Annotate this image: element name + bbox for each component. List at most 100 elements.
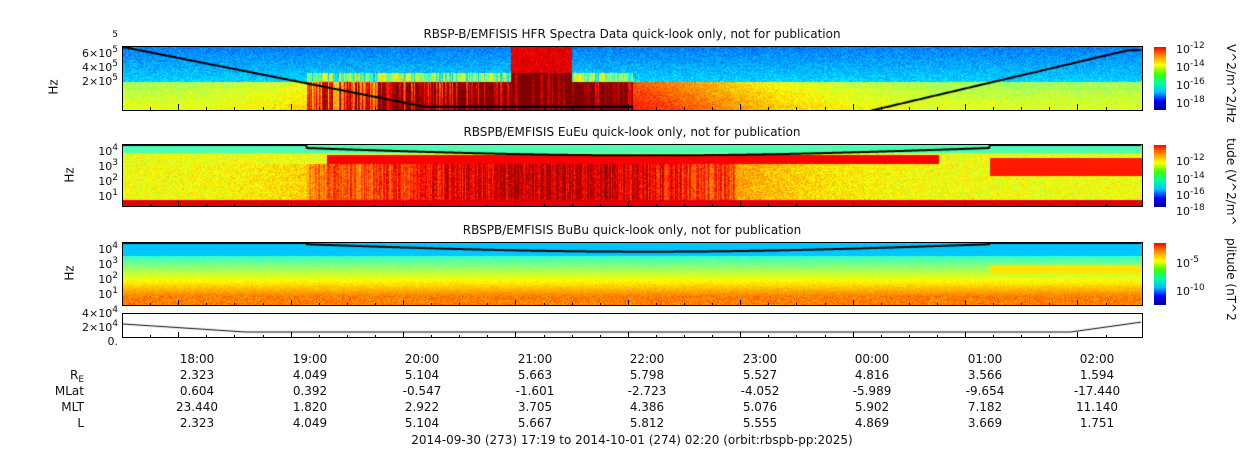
x-minor-tick [627,332,629,338]
x-minor-tick [150,303,152,306]
p1-ytick-2: 2×105 [82,73,118,88]
x-minor-tick [1049,204,1051,207]
x-minor-tick [571,204,573,207]
colorbar-tick-exp: -18 [1190,95,1205,105]
eueu-colorbar [1154,145,1166,207]
colorbar-tick: 10-16 [1176,187,1205,202]
x-minor-tick [908,107,910,110]
colorbar-tick: 10-18 [1176,203,1205,218]
time-range-footer: 2014-09-30 (273) 17:19 to 2014-10-01 (27… [411,433,853,447]
x-minor-tick [712,335,714,338]
panel1-ylabel: Hz [46,79,61,95]
x-minor-tick [824,303,826,306]
x-minor-tick [318,335,320,338]
ephemeris-value: 2.323 [179,368,215,382]
x-minor-tick [290,300,292,306]
ephemeris-label-mlat: MLat [55,384,84,398]
x-minor-tick [1021,303,1023,306]
x-minor-tick [740,332,742,338]
x-minor-tick [936,204,938,207]
x-minor-tick [655,303,657,306]
colorbar-tick-exp: -5 [1190,255,1199,265]
x-minor-tick [1077,300,1079,306]
x-minor-tick [768,107,770,110]
x-minor-tick [965,104,966,110]
panel3-title: RBSPB/EMFISIS BuBu quick-look only, not … [462,223,802,237]
x-minor-tick [712,107,714,110]
ephemeris-value: 23.440 [176,400,218,414]
ytick-mantissa: 4×10 [82,307,113,320]
x-minor-tick [655,335,657,338]
x-tick-label: 01:00 [967,352,1003,366]
small-line-panel [122,313,1143,338]
x-minor-tick [1021,107,1023,110]
x-minor-tick [543,204,545,207]
p1-ytick-0: 6×105 [82,45,118,60]
x-minor-tick [1049,303,1051,306]
x-minor-tick [515,104,517,110]
x-minor-tick [1105,335,1107,338]
ytick-exp: 2 [112,173,118,183]
x-minor-tick [178,201,180,207]
ytick-mantissa: 0. [107,335,119,348]
ytick-exp: 4 [112,319,118,329]
x-minor-tick [993,107,995,110]
x-minor-tick [712,204,714,207]
x-minor-tick [936,107,938,110]
x-minor-tick [431,335,433,338]
ephemeris-label-text: MLT [61,400,84,414]
x-minor-tick [374,204,376,207]
colorbar-tick: 10-12 [1176,153,1205,168]
p3-ytick-0: 104 [98,241,118,256]
colorbar-tick: 10-12 [1176,41,1205,56]
x-minor-tick [1105,303,1107,306]
ephemeris-value: -2.723 [627,384,667,398]
ephemeris-value: 4.049 [292,416,328,430]
x-minor-tick [150,335,152,338]
ephemeris-value: 4.869 [854,416,890,430]
ephemeris-label-mlt: MLT [61,400,84,414]
ephemeris-value: 1.594 [1079,368,1115,382]
x-minor-tick [234,204,236,207]
ytick-exp: 4 [112,143,118,153]
x-minor-tick [318,204,320,207]
bubu-colorbar [1154,243,1166,305]
colorbar-tick: 10-16 [1176,77,1205,92]
x-minor-tick [543,335,545,338]
x-minor-tick [374,107,376,110]
x-minor-tick [403,104,404,110]
x-minor-tick [515,201,517,207]
hfr-colorbar-label: V^2/m^2/Hz [1224,44,1238,123]
x-minor-tick [908,335,910,338]
ephemeris-value: 1.751 [1079,416,1115,430]
ephemeris-value: 0.392 [292,384,328,398]
x-minor-tick [824,204,826,207]
colorbar-tick-exp: -16 [1190,77,1205,87]
ephemeris-value: 2.323 [179,416,215,430]
bubu-colorbar-label: plitude (nT^2 [1224,238,1238,321]
x-minor-tick [1105,107,1107,110]
x-minor-tick [122,303,123,306]
x-minor-tick [571,303,573,306]
x-minor-tick [993,335,995,338]
p4-ytick-2: 0. [108,336,119,348]
ephemeris-value: 0.604 [179,384,215,398]
x-minor-tick [740,201,742,207]
x-minor-tick [290,332,292,338]
x-minor-tick [206,335,208,338]
p4-ytick-1: 2×104 [82,319,118,334]
panel2-title: RBSPB/EMFISIS EuEu quick-look only, not … [463,125,801,139]
x-minor-tick [684,303,685,306]
ytick-exp: 1 [112,188,118,198]
hfr-spectrogram [122,46,1143,111]
x-minor-tick [318,303,320,306]
x-minor-tick [515,332,517,338]
x-minor-tick [346,335,348,338]
x-minor-tick [403,332,404,338]
colorbar-tick: 10-18 [1176,95,1205,110]
ephemeris-value: 7.182 [967,400,1003,414]
ephemeris-label-sub: E [78,375,84,385]
x-minor-tick [290,104,292,110]
x-minor-tick [599,204,601,207]
panel3-ylabel: Hz [62,265,77,281]
